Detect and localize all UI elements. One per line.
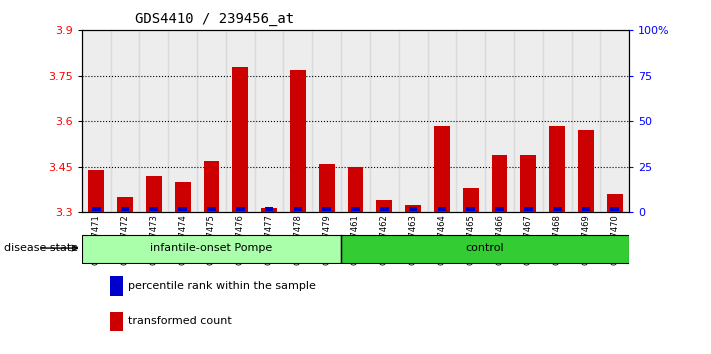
Bar xyxy=(197,30,226,212)
Bar xyxy=(203,161,220,212)
Bar xyxy=(456,30,485,212)
Bar xyxy=(399,30,427,212)
Bar xyxy=(82,235,341,263)
Bar xyxy=(284,30,312,212)
Bar xyxy=(264,207,274,211)
Bar xyxy=(542,30,572,212)
Text: transformed count: transformed count xyxy=(128,316,232,326)
Bar xyxy=(255,30,284,212)
Bar xyxy=(409,207,417,211)
Bar xyxy=(178,207,187,211)
Bar xyxy=(207,207,215,211)
Bar xyxy=(463,188,479,212)
Text: disease state: disease state xyxy=(4,243,77,253)
Bar xyxy=(376,200,392,212)
Bar xyxy=(514,30,542,212)
Bar xyxy=(491,155,508,212)
Bar xyxy=(92,207,100,211)
Bar xyxy=(146,176,161,212)
Bar xyxy=(139,30,169,212)
Bar xyxy=(348,167,363,212)
Bar xyxy=(175,182,191,212)
Bar xyxy=(111,30,139,212)
Bar xyxy=(405,205,421,212)
Bar xyxy=(149,207,158,211)
Bar xyxy=(351,207,360,211)
Bar xyxy=(520,155,536,212)
Text: GDS4410 / 239456_at: GDS4410 / 239456_at xyxy=(135,12,294,27)
Bar xyxy=(466,207,475,211)
Bar xyxy=(82,30,111,212)
Bar xyxy=(434,126,450,212)
Bar xyxy=(611,207,619,211)
Bar xyxy=(169,30,197,212)
Bar xyxy=(553,207,562,211)
Bar xyxy=(236,207,245,211)
Bar xyxy=(290,70,306,212)
Text: infantile-onset Pompe: infantile-onset Pompe xyxy=(150,243,272,253)
Bar xyxy=(319,164,335,212)
Bar xyxy=(496,207,504,211)
Bar xyxy=(370,30,399,212)
Bar xyxy=(88,170,104,212)
Bar xyxy=(312,30,341,212)
Bar xyxy=(294,207,302,211)
Bar xyxy=(232,67,248,212)
Bar xyxy=(261,208,277,212)
Bar xyxy=(582,207,590,211)
Bar xyxy=(341,235,629,263)
Bar xyxy=(550,126,565,212)
Bar xyxy=(322,207,331,211)
Bar xyxy=(226,30,255,212)
Text: control: control xyxy=(466,243,505,253)
Bar xyxy=(117,197,133,212)
Bar xyxy=(341,30,370,212)
Bar xyxy=(524,207,533,211)
Bar xyxy=(437,207,447,211)
Bar xyxy=(607,194,623,212)
Bar xyxy=(572,30,600,212)
Bar xyxy=(485,30,514,212)
Bar xyxy=(380,207,389,211)
Bar xyxy=(427,30,456,212)
Text: percentile rank within the sample: percentile rank within the sample xyxy=(128,281,316,291)
Bar xyxy=(600,30,629,212)
Bar xyxy=(578,130,594,212)
Bar xyxy=(121,207,129,211)
